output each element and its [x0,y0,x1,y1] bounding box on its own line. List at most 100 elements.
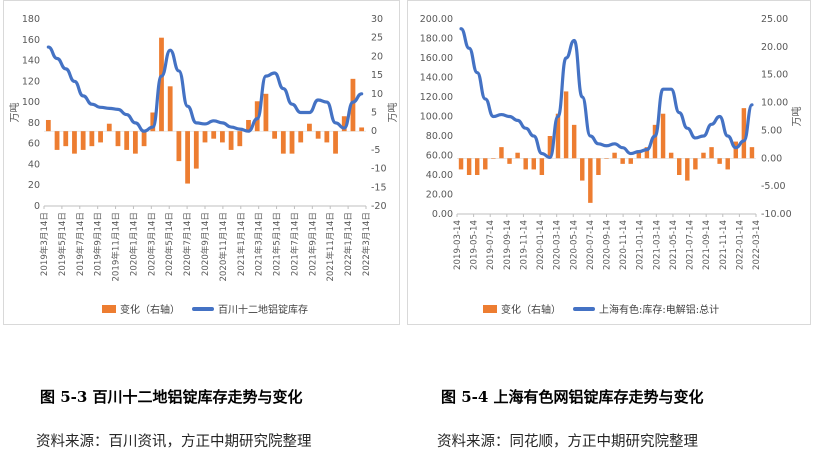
change-bar [272,131,278,139]
change-bar [523,158,528,170]
change-bar [580,158,585,181]
right-source-note: 资料来源：同花顺，方正中期研究院整理 [437,434,698,450]
x-axis-tick: 2019-05-14 [470,220,480,270]
x-axis-tick: 2019年11月14日 [110,212,122,282]
change-bar [725,158,730,170]
legend-label: 变化（右轴） [120,305,180,316]
change-bar [628,158,633,164]
left-axis-tick: 160 [22,35,40,46]
change-bar [298,131,304,143]
left-axis-tick: 120 [22,76,40,87]
legend-bar-swatch [483,304,497,313]
right-axis-tick: -15 [371,182,387,193]
change-bar [693,158,698,170]
change-bar [263,93,269,132]
change-bar [531,158,536,170]
left-axis-tick: 0.00 [432,209,453,220]
change-bar [63,131,69,147]
right-figure-caption: 图 5-4 上海有色网铝锭库存走势与变化 [441,388,704,406]
x-axis-tick: 2021年7月14日 [288,212,300,276]
change-bar [733,141,739,159]
change-bar [72,131,77,154]
change-bar [228,131,234,150]
left-axis-tick: 140 [22,56,40,67]
change-bar [315,131,321,139]
left-axis-tick: 0 [34,201,40,212]
x-axis-tick: 2022年3月14日 [360,212,372,276]
change-bar [717,158,722,164]
right-axis-tick: -10 [371,164,387,175]
right-axis-tick: 10 [371,89,383,100]
right-axis-tick: -5 [371,145,380,156]
x-axis-tick: 2019年9月14日 [92,212,104,276]
change-bar [612,152,617,159]
x-axis-tick: 2021-09-14 [702,220,712,270]
x-axis-tick: 2021年11月14日 [324,212,336,282]
change-bar [176,131,182,162]
legend-item-change: 变化（右轴） [102,301,180,316]
change-bar [749,147,755,159]
change-bar [220,131,225,143]
change-bar [491,158,496,159]
change-bar [202,131,208,143]
smm-inventory-chart: 0.00 20.00 40.00 60.00 80.00 100.00 120.00 140.… [420,14,803,270]
legend-line-swatch [192,306,214,311]
right-axis-tick: 5 [371,108,377,119]
change-bar [547,136,553,159]
right-axis-tick: 20.00 [761,42,788,53]
legend-label: 百川十二地铝锭库存 [218,305,308,316]
right-legend: 变化（右轴） 上海有色:库存:电解铝:总计 [483,301,731,316]
change-bar [668,152,674,159]
change-bar [289,131,295,154]
legend-bar-swatch [102,304,116,313]
left-chart-panel: 0 20 40 60 80 100 120 140 160 180 -20 -15 -10 -5 0 5 10 1… [3,0,400,325]
right-axis-tick: -20 [371,201,387,212]
x-axis-tick: 2019-03-14 [453,220,463,270]
left-axis-tick: 40.00 [426,170,453,181]
x-axis-tick: 2020-11-14 [619,220,629,270]
change-bar [644,147,650,159]
x-axis-tick: 2019-07-14 [486,220,496,270]
inventory-line [46,45,364,133]
left-axis-tick: 180.00 [420,34,453,45]
legend-item-inventory: 百川十二地铝锭库存 [192,301,308,316]
change-bar [159,37,164,132]
x-axis-tick: 2019年7月14日 [74,212,86,276]
x-axis-tick: 2020年7月14日 [181,212,193,276]
x-axis-tick: 2022-01-14 [735,220,745,270]
x-axis-tick: 2020年9月14日 [199,212,211,276]
inventory-line [459,27,754,160]
change-bar [185,131,190,184]
change-bar [620,158,625,164]
change-bar [701,152,706,159]
left-legend: 变化（右轴） 百川十二地铝锭库存 [102,301,320,316]
change-bar [132,131,138,154]
change-bar [458,158,464,170]
left-axis-tick: 200.00 [420,14,453,25]
x-axis-tick: 2022年1月14日 [342,212,354,276]
change-bar [474,158,480,175]
left-axis-tick: 140.00 [420,73,453,84]
left-axis-tick: 80.00 [426,131,453,142]
change-bar [507,158,512,164]
change-bar [167,86,173,132]
change-bar [124,131,130,150]
right-axis-tick: 25.00 [761,14,788,25]
change-bar [539,158,545,175]
change-bar [333,131,338,154]
left-source-note: 资料来源：百川资讯，方正中期研究院整理 [36,434,312,450]
change-bar [563,91,569,159]
right-axis-tick: 30 [371,14,383,25]
right-axis-tick: 15 [371,70,383,81]
right-axis-tick: -10.00 [761,209,792,220]
right-axis-tick: 0 [371,126,377,137]
left-axis-tick: 180 [22,14,40,25]
change-bar [150,112,156,132]
x-axis-tick: 2021-11-14 [719,220,729,270]
change-bar [280,131,286,154]
x-axis-tick: 2022-03-14 [752,220,762,270]
change-bar [106,123,112,132]
change-bar [141,131,147,147]
change-bar [483,158,488,170]
change-bar [359,127,365,132]
